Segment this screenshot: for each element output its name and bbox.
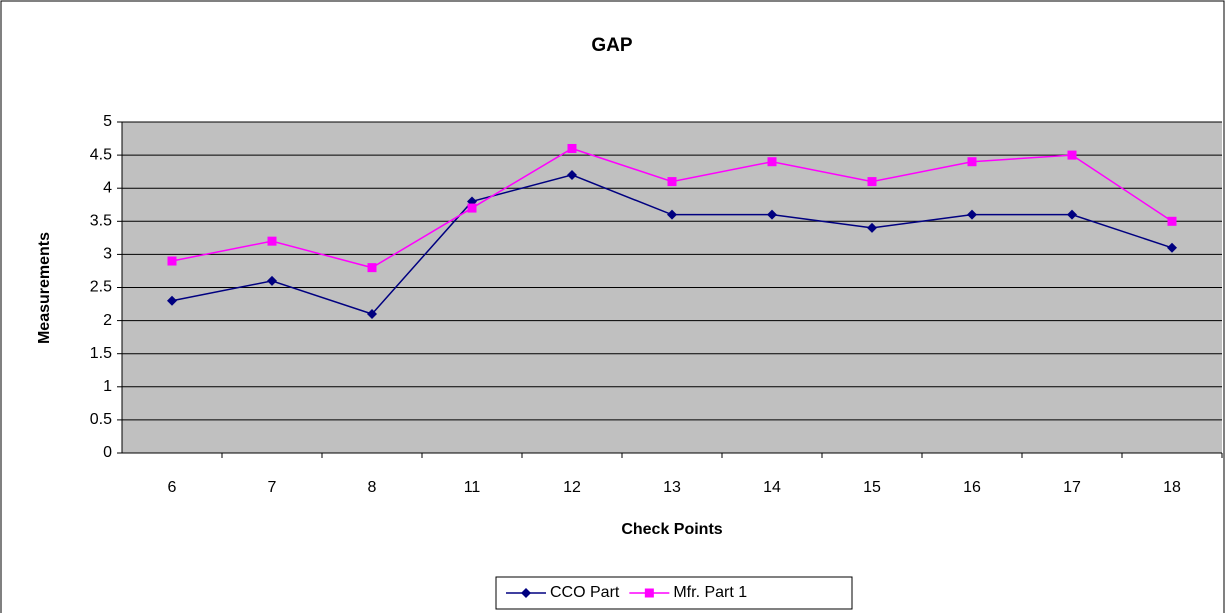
y-tick-label: 0 (103, 444, 112, 461)
data-point (167, 295, 177, 306)
x-tick-label: 16 (963, 479, 981, 496)
chart-title: GAP (591, 35, 633, 56)
data-point (167, 256, 177, 266)
data-point (867, 177, 877, 187)
data-point (1067, 150, 1077, 160)
data-point (267, 275, 277, 286)
data-point (644, 588, 654, 598)
x-tick-label: 18 (1163, 479, 1181, 496)
data-point (767, 157, 777, 167)
y-tick-label: 4.5 (90, 146, 112, 163)
x-tick-label: 7 (268, 479, 277, 496)
data-point (567, 169, 577, 180)
data-point (367, 308, 377, 319)
x-tick-label: 13 (663, 479, 681, 496)
x-tick-label: 17 (1063, 479, 1081, 496)
data-point (967, 157, 977, 167)
x-tick-label: 8 (368, 479, 377, 496)
data-point (267, 236, 277, 246)
data-point (1067, 209, 1077, 220)
data-point (967, 209, 977, 220)
data-point (667, 209, 677, 220)
data-point (667, 177, 677, 187)
legend-label: Mfr. Part 1 (673, 584, 747, 601)
y-tick-label: 3.5 (90, 213, 112, 230)
x-tick-label: 6 (168, 479, 177, 496)
data-point (567, 143, 577, 153)
y-tick-label: 1.5 (90, 345, 112, 362)
y-tick-label: 3 (103, 246, 112, 263)
data-point (1167, 216, 1177, 226)
x-tick-label: 15 (863, 479, 881, 496)
legend-box (495, 576, 853, 610)
legend-label: CCO Part (550, 584, 620, 601)
x-tick-label: 12 (563, 479, 581, 496)
data-point (767, 209, 777, 220)
data-point (867, 222, 877, 233)
y-tick-label: 2.5 (90, 279, 112, 296)
x-axis-label: Check Points (621, 521, 722, 538)
y-tick-label: 0.5 (90, 411, 112, 428)
data-point (367, 263, 377, 273)
y-tick-label: 2 (103, 312, 112, 329)
y-tick-label: 4 (103, 179, 112, 196)
data-point (467, 203, 477, 213)
x-tick-label: 14 (763, 479, 781, 496)
data-point (1167, 242, 1177, 253)
y-tick-label: 5 (103, 113, 112, 130)
y-axis-label: Measurements (36, 232, 53, 344)
x-tick-label: 11 (464, 479, 481, 496)
y-tick-label: 1 (103, 378, 112, 395)
data-point (521, 588, 531, 598)
